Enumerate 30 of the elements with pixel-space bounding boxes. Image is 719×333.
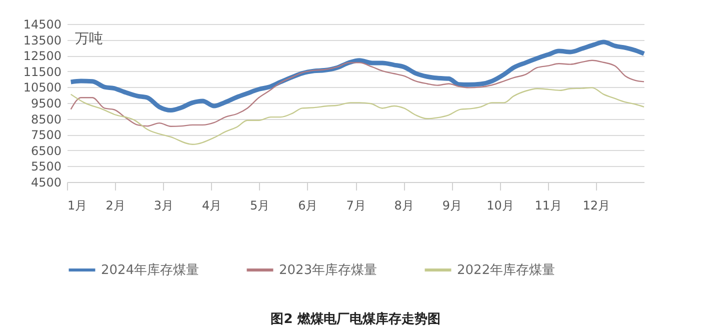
y-tick-label: 13500 (23, 33, 62, 48)
y-tick-label: 9500 (30, 96, 62, 110)
x-tick-label: 7月 (346, 198, 366, 212)
y-tick-label: 6500 (30, 144, 62, 158)
legend-label: 2024年库存煤量 (101, 263, 200, 278)
line-series (70, 87, 645, 145)
x-tick-label: 11月 (534, 198, 562, 212)
x-tick-label: 12月 (582, 198, 610, 212)
y-tick-label: 12500 (23, 49, 62, 64)
legend-label: 2023年库存煤量 (279, 263, 378, 278)
x-tick-label: 2月 (106, 198, 126, 212)
x-tick-label: 10月 (486, 198, 514, 212)
legend-label: 2022年库存煤量 (457, 263, 556, 278)
line-series (70, 60, 645, 127)
text: 图2 燃煤电厂电煤库存走势图 (270, 311, 440, 327)
y-tick-label: 14500 (23, 18, 62, 32)
y-tick-label: 11500 (23, 64, 62, 79)
x-tick-label: 8月 (394, 198, 414, 212)
x-tick-label: 3月 (154, 198, 174, 212)
y-tick-label: 7500 (30, 128, 62, 142)
x-tick-label: 5月 (250, 198, 270, 212)
y-tick-label: 4500 (30, 176, 62, 190)
y-tick-label: 10500 (23, 80, 62, 95)
y-axis-title: 万吨 (75, 31, 103, 47)
y-tick-label: 8500 (30, 112, 62, 126)
y-tick-label: 5500 (30, 160, 62, 174)
x-tick-label: 1月 (68, 198, 88, 212)
x-tick-label: 9月 (442, 198, 462, 212)
x-tick-label: 6月 (298, 198, 318, 212)
x-tick-label: 4月 (202, 198, 222, 212)
